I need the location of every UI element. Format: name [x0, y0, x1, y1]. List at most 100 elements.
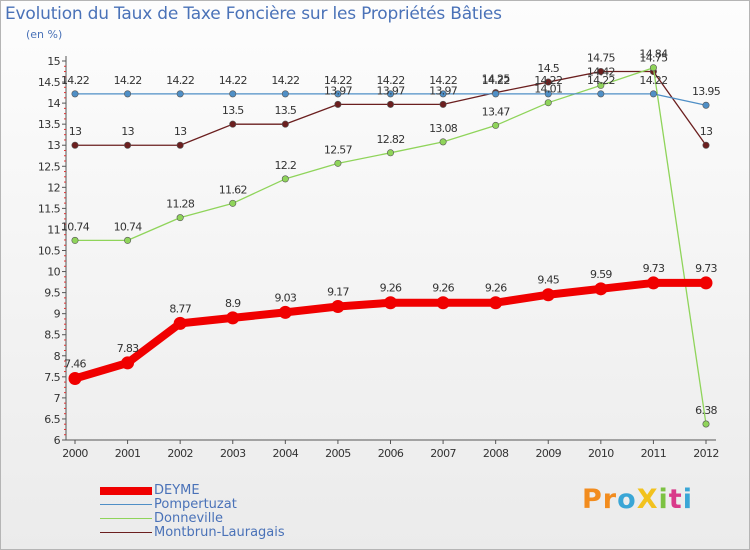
data-point-deyme [331, 300, 345, 314]
data-label-deyme: 9.45 [537, 274, 559, 287]
data-point-deyme [436, 296, 450, 310]
data-label-deyme: 9.26 [485, 282, 507, 295]
data-point-pompertuzat [492, 90, 500, 98]
logo-letter: X [636, 484, 659, 515]
data-point-donneville [492, 121, 500, 129]
data-label-deyme: 9.73 [643, 262, 665, 275]
data-point-donneville [229, 199, 237, 207]
data-point-montbrun-lauragais [334, 100, 342, 108]
data-label-pompertuzat: 14.22 [534, 74, 562, 87]
data-label-deyme: 9.73 [695, 262, 717, 275]
data-point-donneville [124, 236, 132, 244]
data-point-pompertuzat [597, 90, 605, 98]
legend-swatch-donneville [100, 518, 152, 519]
logo-letter: i [658, 484, 669, 515]
data-point-donneville [386, 149, 394, 157]
data-label-pompertuzat: 14.22 [429, 74, 457, 87]
data-label-deyme: 9.03 [274, 291, 296, 304]
data-label-pompertuzat: 14.22 [271, 74, 299, 87]
data-point-montbrun-lauragais [597, 68, 605, 76]
logo-letter: o [617, 484, 637, 515]
data-label-pompertuzat: 14.22 [219, 74, 247, 87]
y-tick-label: 11 [47, 223, 60, 236]
data-point-deyme [489, 296, 503, 310]
data-point-donneville [544, 99, 552, 107]
x-tick-label: 2009 [535, 447, 561, 460]
y-tick-label: 10.5 [38, 245, 61, 258]
data-point-donneville [439, 138, 447, 146]
data-point-pompertuzat [649, 90, 657, 98]
data-label-pompertuzat: 14.22 [639, 74, 667, 87]
data-label-donneville: 11.28 [166, 198, 195, 211]
data-label-montbrun-lauragais: 14.5 [537, 62, 559, 75]
y-tick-label: 8 [54, 350, 61, 363]
data-point-donneville [334, 159, 342, 167]
data-label-montbrun-lauragais: 13 [121, 125, 134, 138]
y-tick-label: 12 [47, 181, 60, 194]
y-tick-label: 7 [54, 392, 61, 405]
data-point-montbrun-lauragais [229, 120, 237, 128]
x-tick-label: 2011 [641, 447, 667, 460]
y-tick-label: 6.5 [44, 413, 60, 426]
data-label-deyme: 8.77 [169, 302, 191, 315]
data-label-deyme: 8.9 [225, 297, 241, 310]
logo-letter: P [582, 484, 603, 515]
data-label-donneville: 14.84 [639, 48, 668, 61]
data-point-pompertuzat [439, 90, 447, 98]
y-tick-label: 13 [47, 139, 60, 152]
legend-label-montbrun-lauragais: Montbrun-Lauragais [154, 525, 285, 540]
data-label-pompertuzat: 14.22 [587, 74, 615, 87]
data-point-deyme [541, 288, 555, 302]
logo-letter: i [682, 484, 693, 515]
data-label-deyme: 9.26 [380, 282, 402, 295]
data-label-montbrun-lauragais: 13 [69, 125, 82, 138]
data-label-pompertuzat: 14.22 [482, 74, 510, 87]
data-label-donneville: 14.01 [534, 83, 562, 96]
data-point-montbrun-lauragais [124, 141, 132, 149]
proxiti-logo: ProXiti [582, 484, 693, 515]
data-label-pompertuzat: 14.22 [166, 74, 194, 87]
legend-swatch-pompertuzat [100, 504, 152, 505]
data-point-donneville [702, 420, 710, 428]
x-tick-label: 2001 [115, 447, 141, 460]
series-line-donneville [74, 67, 707, 425]
y-tick-label: 14.5 [38, 76, 61, 89]
data-point-donneville [71, 236, 79, 244]
data-point-donneville [597, 81, 605, 89]
data-point-deyme [384, 296, 397, 310]
x-tick-label: 2005 [325, 447, 351, 460]
data-label-montbrun-lauragais: 13.97 [324, 84, 353, 97]
data-point-deyme [646, 276, 660, 290]
data-point-montbrun-lauragais [176, 141, 184, 149]
x-tick-label: 2003 [220, 447, 246, 460]
data-point-pompertuzat [386, 90, 394, 98]
data-point-montbrun-lauragais [386, 100, 394, 108]
data-point-pompertuzat [281, 90, 289, 98]
y-tick-label: 9.5 [44, 287, 60, 300]
data-point-montbrun-lauragais [702, 141, 710, 149]
legend-swatch-deyme [100, 487, 152, 495]
data-label-montbrun-lauragais: 14.75 [587, 52, 616, 65]
data-label-montbrun-lauragais: 13.97 [429, 84, 458, 97]
y-tick-label: 14 [47, 97, 60, 110]
data-point-pompertuzat [544, 90, 552, 98]
data-point-deyme [173, 316, 187, 330]
data-label-donneville: 6.38 [695, 404, 717, 417]
data-point-deyme [121, 356, 135, 370]
x-tick-label: 2006 [378, 447, 404, 460]
chart-subtitle: (en %) [26, 28, 63, 41]
chart-title: Evolution du Taux de Taxe Foncière sur l… [5, 4, 502, 24]
y-tick-label: 7.5 [44, 371, 60, 384]
logo-letter: r [602, 484, 618, 515]
y-tick-label: 13.5 [38, 118, 61, 131]
y-tick-label: 9 [54, 308, 61, 321]
data-point-pompertuzat [176, 90, 184, 98]
data-label-donneville: 12.57 [324, 143, 353, 156]
data-label-donneville: 12.2 [274, 159, 296, 172]
data-label-montbrun-lauragais: 14.75 [639, 52, 668, 65]
data-point-pompertuzat [702, 101, 710, 109]
data-label-montbrun-lauragais: 14.25 [482, 73, 511, 86]
data-label-deyme: 7.46 [64, 358, 86, 371]
data-label-montbrun-lauragais: 13.5 [222, 104, 244, 117]
